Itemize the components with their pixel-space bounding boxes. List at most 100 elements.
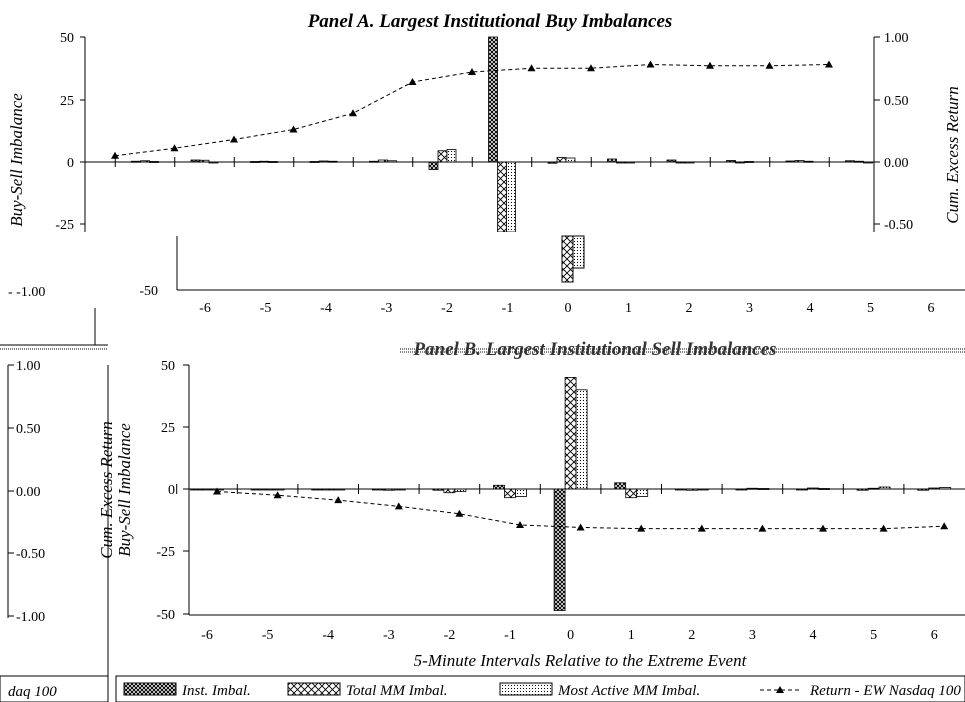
- total-mm-imbal-bar: [561, 235, 574, 283]
- return-point: [940, 522, 949, 530]
- panel-b-x-ticks: -6 -5 -4 -3 -2 -1 0 1 2 3 4 5 6: [176, 484, 938, 643]
- total-mm-imbal-bar: [556, 157, 567, 163]
- x-tick-label: 5: [867, 301, 874, 316]
- return-point: [637, 524, 646, 532]
- total-mm-imbal-bar: [625, 488, 638, 499]
- return-line: [114, 63, 830, 157]
- return-line: [216, 490, 945, 530]
- panel-a-zero-ticks: [114, 157, 830, 167]
- panel-a-bottom-bars: [561, 235, 585, 283]
- y-tick-label: 25: [161, 421, 175, 436]
- panel-a-title: Panel A. Largest Institutional Buy Imbal…: [307, 11, 673, 32]
- x-tick-label: -6: [201, 628, 213, 643]
- panel-a-left-ticks: 50 25 0 -25: [55, 31, 85, 233]
- x-tick-label: -3: [381, 301, 393, 316]
- return-point: [576, 523, 585, 531]
- x-tick-label: 0: [565, 301, 572, 316]
- y2-tick-label: 1.00: [16, 359, 41, 374]
- x-tick-label: -4: [320, 301, 332, 316]
- panel-b-title: Panel B. Largest Institutional Sell Imba…: [412, 339, 776, 360]
- y2-tick-label: 0.00: [16, 485, 41, 500]
- return-point: [273, 491, 282, 499]
- panel-a-right-ticks: 1.00 0.50 0.00 -0.50: [874, 31, 913, 233]
- y2-tick-label: -1.00: [16, 610, 45, 625]
- most-active-mm-imbal-bar: [446, 149, 457, 163]
- y2-tick-label: -0.50: [884, 218, 913, 233]
- most-active-mm-imbal-bar: [636, 488, 649, 497]
- return-point: [516, 520, 524, 528]
- left-axis-fragment: 1.00 0.50 0.00 -0.50 -1.00: [7, 359, 45, 625]
- total-mm-imbal-bar: [497, 161, 507, 233]
- panel-a-return-line: [111, 60, 833, 159]
- inst-imbal-bar: [493, 484, 505, 490]
- x-tick-label: 5: [870, 628, 877, 643]
- x-tick-label: -5: [260, 301, 272, 316]
- panel-b-left-ticks: 50 25 0 -25 -50: [156, 359, 189, 623]
- panel-a-bottom-y-tick: -50: [139, 284, 158, 299]
- return-point: [394, 502, 403, 510]
- x-tick-label: 3: [746, 301, 753, 316]
- y-tick-label: -25: [55, 218, 74, 233]
- panel-a-bottom-fragment: -50 -6 -5 -4 -3 -2 -1 0 1 2 3 4 5 6 - -1.00: [0, 235, 965, 353]
- return-point: [527, 64, 536, 72]
- panel-a-y2label: Cum. Excess Return: [943, 86, 962, 223]
- x-tick-label: 6: [931, 628, 938, 643]
- return-point: [111, 151, 119, 159]
- return-point: [334, 496, 343, 504]
- x-tick-label: -2: [444, 628, 456, 643]
- most-active-mm-imbal-bar: [565, 157, 576, 163]
- return-point: [819, 524, 827, 532]
- panel-b-ylabel: Buy-Sell Imbalance: [115, 423, 134, 557]
- legend-label: Return - EW Nasdaq 100: [809, 683, 961, 699]
- x-tick-label: 6: [928, 301, 935, 316]
- return-point: [758, 524, 767, 532]
- x-tick-label: -4: [322, 628, 334, 643]
- left-fragment-tick: - -1.00: [8, 285, 45, 300]
- y2-tick-label: 0.50: [16, 422, 41, 437]
- return-point: [646, 60, 655, 68]
- x-tick-label: -6: [199, 301, 211, 316]
- inst-imbal-bar: [553, 488, 566, 611]
- y-tick-label: -25: [156, 545, 175, 560]
- x-tick-label: 1: [628, 628, 635, 643]
- y2-tick-label: 0.00: [884, 156, 909, 171]
- x-tick-label: -2: [441, 301, 453, 316]
- panel-b-return-line: [213, 487, 949, 532]
- y-tick-label: -50: [156, 608, 175, 623]
- panel-b-y2label: Cum. Excess Return: [97, 421, 116, 558]
- y-tick-label: 0: [67, 156, 74, 171]
- legend-label: Inst. Imbal.: [181, 683, 251, 699]
- return-point: [455, 509, 464, 517]
- inst-imbal-bar: [488, 36, 498, 163]
- panel-a-ylabel: Buy-Sell Imbalance: [7, 93, 26, 227]
- legend-label: Total MM Imbal.: [346, 683, 448, 699]
- y-tick-label: 50: [60, 31, 74, 46]
- return-point: [408, 78, 417, 85]
- y2-tick-label: -0.50: [16, 547, 45, 562]
- return-point: [587, 64, 595, 72]
- return-point: [349, 109, 357, 117]
- panel-b-xlabel: 5-Minute Intervals Relative to the Extre…: [414, 651, 748, 670]
- x-tick-label: -1: [504, 628, 516, 643]
- most-active-mm-imbal-bar: [575, 389, 588, 490]
- x-tick-label: 1: [625, 301, 632, 316]
- return-point: [213, 487, 221, 495]
- total-mm-imbal-bar: [564, 376, 577, 490]
- return-point: [706, 61, 714, 69]
- panel-b-bars: [190, 376, 952, 611]
- inst-imbal-bar: [428, 161, 439, 170]
- return-point: [879, 524, 888, 532]
- legend-label: Most Active MM Imbal.: [557, 683, 700, 699]
- x-tick-label: 2: [688, 628, 695, 643]
- return-point: [765, 61, 774, 69]
- total-mm-imbal-bar: [437, 150, 448, 163]
- x-tick-label: 4: [807, 301, 814, 316]
- y-tick-label: 0: [168, 483, 175, 498]
- legend: daq 100 Inst. Imbal. Total MM Imbal. Most …: [0, 675, 965, 702]
- y-tick-label: 25: [60, 94, 74, 109]
- x-tick-label: 2: [686, 301, 693, 316]
- x-tick-label: -1: [502, 301, 514, 316]
- inst-imbal-bar: [614, 482, 627, 490]
- return-point: [230, 135, 238, 143]
